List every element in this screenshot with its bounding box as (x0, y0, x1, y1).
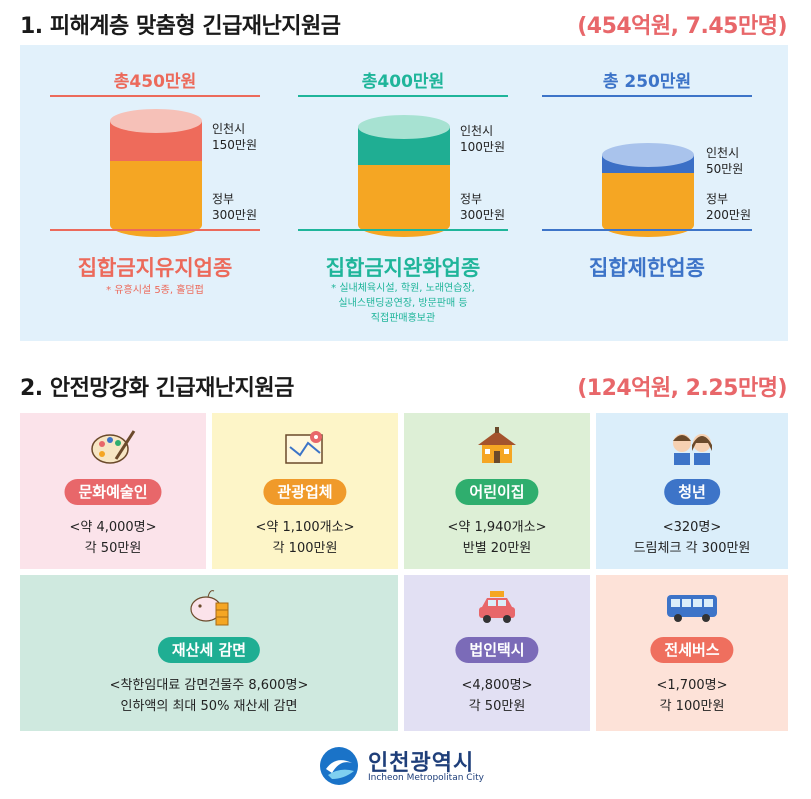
card-amount: 각 50만원 (468, 699, 526, 714)
palette-icon (91, 430, 136, 464)
support-column-gathering-ban: 총450만원 인천시 150만원 정부 300만원 집합금지유지업종 * 유흥시설 … (50, 45, 270, 341)
taxi-icon (479, 591, 515, 623)
stacked-cylinder (110, 109, 202, 237)
incheon-share: 인천시 100만원 (460, 124, 505, 154)
card-property-tax: 재산세 감면 <착한임대료 감면건물주 8,600명> 인하액의 최대 50% … (20, 575, 398, 731)
card-amount: 인하액의 최대 50% 재산세 감면 (120, 699, 298, 714)
category-pill: 법인택시 (455, 637, 539, 663)
category-name: 집합금지완화업종 (325, 256, 481, 280)
section1-total: (454억원, 7.45만명) (577, 14, 787, 39)
government-share: 정부 200만원 (706, 192, 751, 222)
category-pill: 문화예술인 (64, 479, 162, 505)
card-count: <약 1,940개소> (447, 520, 547, 535)
card-charter-bus: 전세버스 <1,700명> 각 100만원 (596, 575, 788, 731)
section1-title: 1. 피해계층 맞춤형 긴급재난지원금 (20, 14, 341, 39)
card-amount: 반별 20만원 (462, 541, 532, 556)
card-amount: 각 100만원 (272, 541, 338, 556)
section2-total: (124억원, 2.25만명) (577, 376, 787, 401)
card-amount: 각 50만원 (84, 541, 142, 556)
stacked-cylinder (358, 115, 450, 237)
card-count: <4,800명> (461, 678, 533, 693)
category-pill: 전세버스 (650, 637, 734, 663)
card-count: <약 4,000명> (69, 520, 157, 535)
card-amount: 드림체크 각 300만원 (633, 541, 751, 556)
card-count: <착한임대료 감면건물주 8,600명> (109, 678, 309, 693)
column-total: 총 250만원 (602, 72, 692, 92)
support-column-gathering-eased: 총400만원 인천시 100만원 정부 300만원 집합금지완화업종 * 실내체육시… (298, 45, 518, 341)
government-share: 정부 300만원 (460, 192, 505, 222)
bus-icon (667, 595, 717, 622)
map-icon (285, 431, 323, 464)
category-name: 집합금지유지업종 (77, 256, 233, 280)
column-total: 총400만원 (361, 72, 445, 92)
incheon-emblem-icon (320, 747, 358, 785)
column-divider (50, 95, 260, 97)
card-corporate-taxi: 법인택시 <4,800명> 각 50만원 (404, 575, 590, 731)
category-pill: 관광업체 (263, 479, 347, 505)
category-name: 집합제한업종 (589, 256, 705, 280)
column-divider (542, 95, 752, 97)
column-divider (298, 95, 508, 97)
card-amount: 각 100만원 (659, 699, 725, 714)
card-daycare: 어린이집 <약 1,940개소> 반별 20만원 (404, 413, 590, 569)
logo-name: 인천광역시 (368, 751, 475, 776)
support-column-gathering-restricted: 총 250만원 인천시 50만원 정부 200만원 집합제한업종 (542, 45, 762, 341)
category-note: * 실내체육시설, 학원, 노래연습장, 실내스탠딩공연장, 방문판매 등 직접… (331, 283, 475, 324)
section1-panel: 총450만원 인천시 150만원 정부 300만원 집합금지유지업종 * 유흥시설 … (20, 45, 788, 341)
piggybank-icon (190, 590, 229, 626)
category-note: * 유흥시설 5종, 홀덤펍 (106, 285, 204, 296)
card-count: <320명> (662, 520, 722, 535)
section2-title: 2. 안전망강화 긴급재난지원금 (20, 376, 294, 401)
incheon-share: 인천시 50만원 (706, 146, 744, 176)
category-pill: 어린이집 (455, 479, 539, 505)
incheon-share: 인천시 150만원 (212, 122, 257, 152)
column-baseline (298, 229, 508, 231)
card-count: <약 1,100개소> (255, 520, 355, 535)
school-icon (478, 427, 516, 463)
category-pill: 재산세 감면 (157, 637, 261, 663)
column-baseline (542, 229, 752, 231)
card-artists: 문화예술인 <약 4,000명> 각 50만원 (20, 413, 206, 569)
column-baseline (50, 229, 260, 231)
youth-icon (673, 434, 712, 465)
government-share: 정부 300만원 (212, 192, 257, 222)
logo-subtitle: Incheon Metropolitan City (368, 773, 484, 783)
category-pill: 청년 (664, 479, 720, 505)
card-youth: 청년 <320명> 드림체크 각 300만원 (596, 413, 788, 569)
incheon-logo: 인천광역시 Incheon Metropolitan City (318, 743, 508, 789)
column-total: 총450만원 (113, 72, 197, 92)
stacked-cylinder (602, 143, 694, 237)
card-count: <1,700명> (656, 678, 728, 693)
card-tourism: 관광업체 <약 1,100개소> 각 100만원 (212, 413, 398, 569)
